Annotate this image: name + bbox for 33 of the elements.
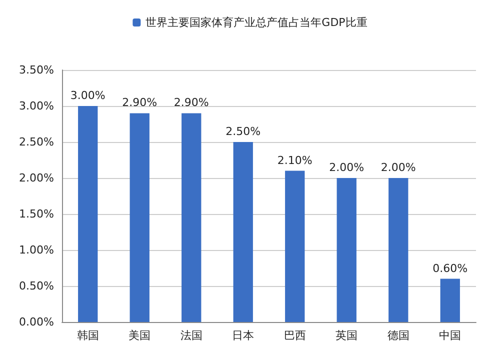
- x-tick-label: 德国: [387, 329, 410, 342]
- x-tick-label: 美国: [128, 329, 151, 342]
- data-label: 2.50%: [226, 125, 261, 138]
- data-label: 0.60%: [432, 262, 468, 275]
- y-tick-label: 2.50%: [19, 136, 54, 148]
- data-label: 3.00%: [70, 89, 106, 102]
- x-tick-label: 巴西: [284, 329, 306, 342]
- y-tick-label: 0.50%: [19, 280, 54, 292]
- y-tick-label: 1.00%: [19, 244, 54, 256]
- y-tick-label: 2.00%: [19, 172, 54, 184]
- data-label: 2.00%: [380, 161, 416, 174]
- x-tick-label: 韩国: [76, 329, 99, 342]
- x-tick-label: 英国: [336, 329, 358, 342]
- data-label: 2.00%: [329, 161, 364, 174]
- y-tick-label: 3.50%: [19, 64, 54, 76]
- y-tick-label: 1.50%: [19, 208, 54, 220]
- data-label: 2.90%: [122, 96, 158, 110]
- bar: [440, 278, 460, 322]
- data-label: 2.10%: [277, 154, 312, 167]
- x-tick-label: 法国: [180, 329, 202, 342]
- bar: [336, 178, 356, 322]
- legend-label: 世界主要国家体育产业总产值占当年GDP比重: [146, 16, 368, 29]
- x-tick-label: 日本: [232, 329, 254, 342]
- bar: [182, 113, 202, 322]
- x-tick-label: 中国: [439, 329, 462, 342]
- bar: [130, 113, 150, 322]
- data-label: 2.90%: [174, 96, 209, 110]
- bar: [78, 106, 98, 322]
- y-tick-label: 3.00%: [19, 100, 54, 112]
- bar: [388, 178, 408, 322]
- bar: [233, 142, 253, 322]
- y-tick-label: 0.00%: [19, 316, 54, 328]
- bar: [285, 170, 305, 322]
